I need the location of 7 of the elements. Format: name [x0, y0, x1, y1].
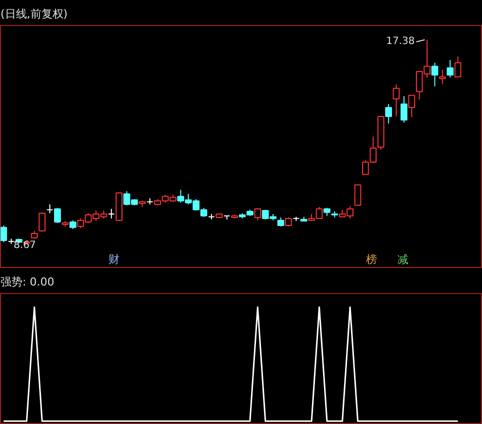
text: 减	[397, 252, 408, 266]
annotation: 8.67	[14, 240, 36, 251]
chart-title: (日线,前复权)	[0, 8, 68, 20]
text: 榜	[366, 252, 378, 266]
chart-title: 强势: 0.00	[0, 276, 54, 288]
text: 财	[108, 252, 120, 266]
annotation: 17.38	[386, 36, 415, 47]
